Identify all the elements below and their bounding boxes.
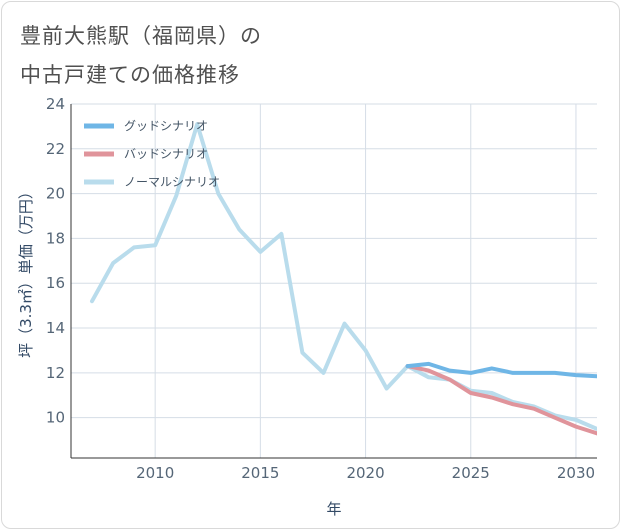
y-tick-label: 16 — [46, 274, 65, 292]
x-tick-label: 2030 — [557, 464, 595, 482]
x-tick-label: 2025 — [452, 464, 490, 482]
legend-label: グッドシナリオ — [124, 119, 208, 133]
y-tick-label: 24 — [46, 95, 65, 113]
y-tick-label: 20 — [46, 185, 65, 203]
series-group — [90, 122, 597, 436]
x-tick-label: 2015 — [241, 464, 279, 482]
chart-title-line-2: 中古戸建ての価格推移 — [20, 63, 240, 87]
y-tick-label: 22 — [46, 140, 65, 158]
y-axis-label: 坪（3.3㎡）単価（万円） — [17, 184, 35, 358]
series-line — [405, 361, 597, 379]
y-tick-label: 10 — [46, 409, 65, 427]
legend-label: ノーマルシナリオ — [124, 175, 220, 189]
y-tick-label: 18 — [46, 229, 65, 247]
legend-label: バッドシナリオ — [124, 147, 208, 161]
chart-title-line-1: 豊前大熊駅（福岡県）の — [20, 24, 262, 48]
x-tick-label: 2010 — [136, 464, 174, 482]
x-axis-label: 年 — [326, 500, 341, 518]
y-tick-label: 14 — [46, 319, 65, 337]
y-tick-label: 12 — [46, 364, 65, 382]
x-tick-label: 2020 — [346, 464, 384, 482]
series-line — [90, 122, 597, 431]
series-line — [405, 364, 597, 436]
